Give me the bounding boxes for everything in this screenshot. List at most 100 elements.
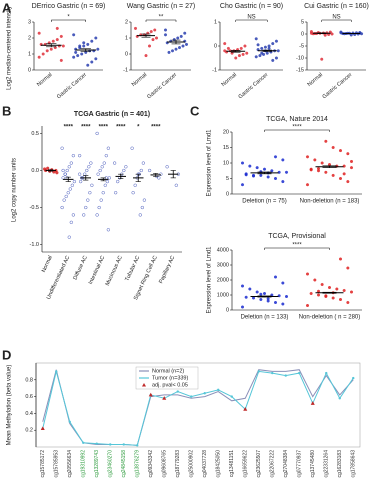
dot: [349, 166, 354, 170]
dot: [37, 31, 41, 35]
dot: [262, 291, 267, 296]
x-tick-label: Mucinous AC: [105, 255, 124, 287]
y-tick-label: 0.4: [25, 411, 33, 417]
chart-title: Wang Gastric (n = 27): [127, 3, 195, 10]
bracket: [235, 19, 268, 22]
significance: NS: [332, 15, 340, 21]
dot: [72, 33, 76, 37]
dot: [94, 36, 98, 40]
dot: [339, 31, 343, 35]
y-tick-label: 0.6: [25, 394, 33, 400]
dot: [82, 213, 86, 217]
dot: [63, 172, 67, 176]
x-tick-label: cg23460270: [108, 450, 114, 478]
y-tick-label: 0.5: [31, 131, 39, 137]
point: [109, 443, 112, 446]
dot: [237, 54, 241, 58]
dot: [62, 198, 66, 202]
dot: [90, 39, 94, 43]
dot: [68, 187, 72, 191]
bracket: [51, 19, 86, 22]
dot: [313, 278, 317, 282]
dot: [309, 31, 313, 35]
dot: [313, 158, 317, 162]
chart-title: Cui Gastric (n = 160): [304, 3, 369, 10]
point: [82, 441, 85, 444]
dot: [59, 34, 63, 38]
point: [176, 390, 179, 393]
y-tick-label: 4000: [217, 247, 229, 253]
dot: [96, 172, 100, 176]
y-tick-label: 5: [301, 19, 304, 25]
dot: [177, 46, 182, 50]
y-tick-label: 0: [301, 31, 304, 37]
dot: [74, 50, 78, 54]
dot: [262, 167, 267, 171]
chart-title: TCGA Gastric (n = 401): [74, 111, 150, 118]
dot: [327, 163, 332, 167]
y-tick-label: 2: [28, 35, 31, 41]
dot: [251, 174, 256, 178]
significant-marker: [243, 407, 248, 411]
dot: [66, 191, 70, 195]
dot: [254, 55, 258, 59]
dot: [90, 183, 94, 187]
x-tick-label: cg15785953: [54, 450, 60, 478]
dot: [331, 173, 335, 177]
dot: [244, 295, 248, 299]
dot: [243, 44, 247, 48]
dot: [133, 26, 138, 30]
dot: [106, 228, 111, 232]
significance: ****: [116, 125, 126, 131]
point: [352, 376, 355, 380]
dot: [258, 54, 262, 58]
x-tick-label: Normal: [36, 72, 53, 88]
y-tick-label: -5: [299, 43, 304, 49]
dot: [141, 161, 146, 165]
panel-letter: B: [2, 103, 11, 118]
dot: [147, 44, 152, 48]
dot: [273, 300, 278, 305]
dot: [266, 175, 270, 179]
y-tick-label: 1: [28, 51, 31, 57]
significant-marker: [40, 426, 45, 431]
dot: [82, 44, 86, 48]
dot: [184, 42, 189, 46]
dot: [349, 159, 354, 163]
bracket: [264, 129, 330, 132]
point: [271, 371, 274, 375]
dot: [86, 63, 90, 67]
dot: [324, 139, 328, 143]
x-tick-label: Gastric Cancer: [146, 72, 178, 100]
dot: [305, 303, 310, 308]
dot: [49, 47, 53, 51]
significant-marker: [310, 401, 315, 405]
significance: ****: [81, 125, 91, 131]
y-tick-label: 0: [125, 51, 128, 57]
significance: **: [159, 15, 164, 21]
dot: [61, 44, 65, 48]
chart-title: DErrico Gastric (n = 69): [32, 3, 106, 10]
legend-label: Tumor (n=339): [152, 375, 188, 381]
dot: [248, 287, 252, 291]
x-tick-label: Gastric Cancer: [238, 72, 270, 100]
point: [68, 420, 71, 423]
x-tick-label: cg23625507: [256, 450, 262, 478]
dot: [245, 51, 249, 55]
dot: [72, 179, 77, 184]
dot: [239, 46, 243, 50]
dot: [255, 166, 259, 170]
dot: [80, 52, 84, 56]
y-axis-label: Expression level of Lmd1: [207, 246, 213, 314]
x-tick-label: Diffuse AC: [72, 255, 88, 281]
significance: ****: [292, 243, 302, 249]
dot: [99, 198, 103, 202]
legend-label: adj. pval< 0.05: [152, 382, 188, 388]
dot: [265, 51, 269, 55]
y-tick-label: 1: [125, 35, 128, 41]
dot: [274, 56, 278, 60]
dot: [138, 213, 142, 217]
dot: [107, 176, 112, 180]
point: [190, 395, 193, 398]
dot: [142, 198, 147, 202]
